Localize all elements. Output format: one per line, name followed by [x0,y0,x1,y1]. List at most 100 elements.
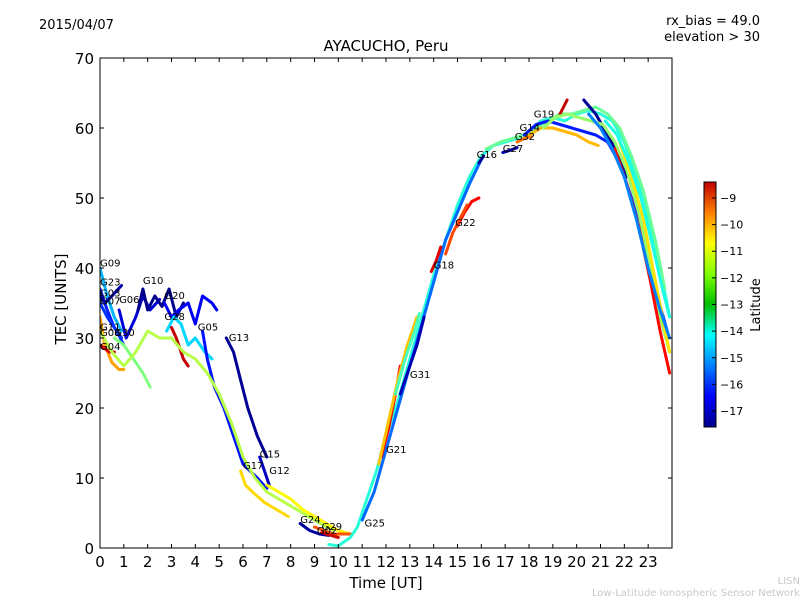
series-g22b [444,203,469,256]
x-tick-label: 7 [262,553,272,571]
series-g26e [603,119,672,319]
colorbar-tick-label: −17 [720,405,743,418]
x-tick-label: 16 [472,553,491,571]
series-g16 [477,154,486,165]
satellite-label-g17: G17 [243,461,263,472]
satellite-label-g03: G03 [100,289,120,300]
x-tick-label: 20 [567,553,586,571]
elevation-label: elevation > 30 [664,30,760,45]
satellite-label-g19: G19 [534,110,554,121]
series-g19c [558,98,569,116]
satellite-label-g22: G22 [455,218,475,229]
series-g25 [327,109,672,548]
satellite-label-g23: G23 [100,278,120,289]
y-tick-label: 50 [75,190,94,208]
colorbar-tick-label: −10 [720,219,743,232]
x-axis-label: Time [UT] [349,574,423,592]
y-tick-label: 10 [75,470,94,488]
x-tick-label: 11 [353,553,372,571]
series-g18 [429,245,443,273]
series-g26d [587,112,672,340]
colorbar-tick-label: −13 [720,299,743,312]
footer-network-name: Low-Latitude Ionospheric Sensor Network [592,588,800,599]
colorbar-tick-label: −11 [720,245,743,258]
x-tick-label: 17 [496,553,515,571]
colorbar-tick-label: −16 [720,378,743,391]
y-tick-label: 40 [75,260,94,278]
colorbar-tick-label: −12 [720,272,743,285]
x-tick-label: 5 [214,553,224,571]
x-tick-label: 15 [448,553,467,571]
colorbar-tick-label: −14 [720,325,743,338]
series-layer [100,98,672,548]
satellite-label-g32: G32 [515,132,535,143]
satellite-label-g05: G05 [198,322,218,333]
x-ticks: 0 1 2 3 4 5 6 7 8 9 10 11 12 13 14 15 16 17 18 19 20 21 22 23 [95,58,658,571]
series-g20 [162,294,219,326]
series-g32x [320,531,340,539]
satellite-label-g21: G21 [386,445,406,456]
satellite-label-g08: G08 [100,328,120,339]
satellite-label-g27: G27 [503,144,523,155]
satellite-label-g12: G12 [269,466,289,477]
satellite-label-g29: G29 [322,522,342,533]
date-label: 2015/04/07 [39,18,114,33]
satellite-label-g31: G31 [410,370,430,381]
x-tick-label: 10 [329,553,348,571]
series-g30 [112,336,152,389]
series-g32 [515,134,533,144]
y-ticks: 0 10 20 30 40 50 60 70 [75,50,672,558]
y-tick-label: 60 [75,120,94,138]
series-g14 [484,105,667,291]
satellite-label-g02: G02 [317,526,337,537]
y-tick-label: 0 [84,540,94,558]
satellite-label-g13: G13 [229,333,249,344]
satellite-label-g14: G14 [519,123,539,134]
series-g27 [501,146,519,154]
colorbar-tick-label: −9 [720,192,736,205]
satellite-label-g04: G04 [100,342,120,353]
satellite-label-g28: G28 [164,312,184,323]
y-tick-label: 30 [75,330,94,348]
chart-title: AYACUCHO, Peru [323,37,449,55]
series-g13 [224,336,269,459]
y-tick-label: 70 [75,50,94,68]
series-g15 [258,455,271,487]
x-tick-label: 3 [167,553,177,571]
satellite-label-g18: G18 [434,261,454,272]
rx-bias-label: rx_bias = 49.0 [666,14,760,29]
satellite-label-g25: G25 [365,518,385,529]
colorbar-tick-label: −15 [720,352,743,365]
satellite-label-g11: G11 [100,322,120,333]
x-tick-label: 1 [119,553,129,571]
footer-acronym: LISN [777,576,800,587]
info-block: rx_bias = 49.0 elevation > 30 [664,14,760,46]
colorbar-label: Latitude [749,278,764,332]
series-g03 [100,284,123,305]
satellite-label-g07: G07 [100,296,120,307]
series-g31 [398,315,426,396]
satellite-label-g16: G16 [477,150,497,161]
x-tick-label: 13 [400,553,419,571]
x-tick-label: 21 [591,553,610,571]
satellite-label-g15: G15 [260,450,280,461]
x-tick-label: 2 [143,553,153,571]
satellite-label-g30: G30 [114,328,134,339]
y-tick-label: 20 [75,400,94,418]
satellite-label-g20: G20 [164,291,184,302]
series-g12 [265,483,352,536]
satellite-label-g06: G06 [119,295,139,306]
x-tick-label: 18 [519,553,538,571]
series-g26b [613,147,672,375]
satellite-label-g09: G09 [100,259,120,270]
x-tick-label: 6 [238,553,248,571]
x-tick-label: 4 [191,553,201,571]
series-g31b [394,312,421,396]
x-tick-label: 19 [543,553,562,571]
series-g19d [582,98,629,179]
x-tick-label: 23 [639,553,658,571]
series-g29 [313,525,355,536]
x-tick-label: 12 [376,553,395,571]
